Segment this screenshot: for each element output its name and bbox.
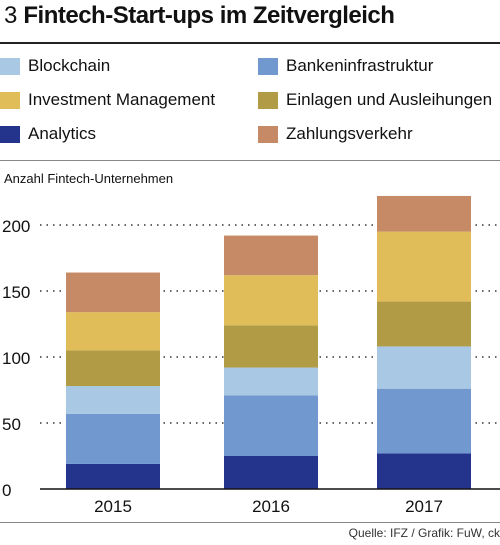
bar-segment bbox=[66, 413, 160, 464]
bar-segment bbox=[224, 367, 318, 396]
legend-label: Investment Management bbox=[28, 90, 216, 109]
bar-segment bbox=[224, 275, 318, 326]
legend-swatch bbox=[0, 91, 20, 109]
legend: Blockchain Bankeninfrastruktur Investment … bbox=[0, 52, 500, 156]
header-rule bbox=[0, 42, 500, 44]
figure-number: 3 bbox=[4, 2, 18, 29]
legend-label: Bankeninfrastruktur bbox=[286, 56, 434, 75]
legend-label: Zahlungsverkehr bbox=[286, 124, 413, 143]
x-tick-label: 2015 bbox=[94, 497, 132, 516]
source-note: Quelle: IFZ / Grafik: FuW, ck bbox=[348, 526, 500, 540]
legend-item: Zahlungsverkehr bbox=[258, 124, 413, 144]
legend-rule bbox=[0, 160, 500, 161]
bar-segment bbox=[377, 231, 471, 302]
bar-segment bbox=[377, 453, 471, 489]
legend-item: Bankeninfrastruktur bbox=[258, 56, 433, 76]
bar-segment bbox=[66, 272, 160, 313]
bar-segment bbox=[224, 325, 318, 368]
y-tick-label: 0 bbox=[2, 481, 11, 500]
bar-segment bbox=[377, 388, 471, 454]
legend-label: Blockchain bbox=[28, 56, 111, 75]
bar-segment bbox=[377, 301, 471, 347]
legend-item: Blockchain bbox=[0, 56, 110, 76]
legend-label: Einlagen und Ausleihungen bbox=[286, 90, 493, 109]
bar-segment bbox=[66, 312, 160, 351]
legend-swatch bbox=[258, 125, 278, 143]
x-tick-label: 2017 bbox=[405, 497, 443, 516]
legend-label: Analytics bbox=[28, 124, 97, 143]
bar-segment bbox=[377, 346, 471, 389]
bar-segment bbox=[224, 235, 318, 276]
bar-segment bbox=[224, 395, 318, 456]
footer-rule bbox=[0, 522, 500, 523]
chart-header: 3 Fintech-Start-ups im Zeitvergleich bbox=[4, 2, 395, 38]
y-tick-label: 200 bbox=[2, 217, 30, 236]
legend-item: Analytics bbox=[0, 124, 96, 144]
legend-swatch bbox=[0, 125, 20, 143]
bar-segment bbox=[377, 195, 471, 232]
y-tick-label: 50 bbox=[2, 415, 21, 434]
x-tick-label: 2016 bbox=[252, 497, 290, 516]
stacked-bar-chart: 0 50 100 150 200 2015 2016 2017 bbox=[2, 195, 500, 516]
y-tick-label: 150 bbox=[2, 283, 30, 302]
legend-swatch bbox=[258, 91, 278, 109]
legend-swatch bbox=[258, 57, 278, 75]
y-axis-label: Anzahl Fintech-Unternehmen bbox=[4, 171, 174, 186]
legend-swatch bbox=[0, 57, 20, 75]
legend-item: Einlagen und Ausleihungen bbox=[258, 90, 492, 110]
bar-segment bbox=[66, 386, 160, 414]
legend-item: Investment Management bbox=[0, 90, 215, 110]
y-tick-label: 100 bbox=[2, 349, 30, 368]
bar-segment bbox=[66, 350, 160, 387]
chart-title: Fintech-Start-ups im Zeitvergleich bbox=[23, 2, 395, 29]
bar-segment bbox=[66, 463, 160, 489]
bar-segment bbox=[224, 456, 318, 489]
